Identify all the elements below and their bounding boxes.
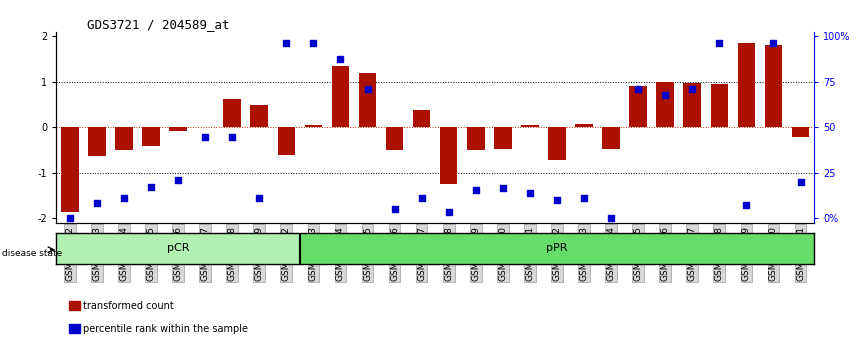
Bar — [630, 86, 647, 127]
Point — [90, 200, 104, 205]
Text: pCR: pCR — [167, 243, 190, 253]
Text: disease state: disease state — [2, 249, 62, 258]
Bar — [169, 127, 187, 131]
Point — [523, 190, 537, 196]
Point — [63, 216, 77, 221]
Point — [793, 179, 807, 185]
Bar — [385, 127, 404, 150]
Point — [685, 86, 699, 92]
Point — [117, 195, 131, 201]
Point — [333, 56, 347, 62]
Bar — [575, 124, 593, 127]
Point — [604, 216, 618, 221]
Point — [360, 86, 374, 92]
Bar — [602, 127, 620, 149]
Point — [280, 40, 294, 46]
Bar — [277, 127, 295, 155]
Bar — [250, 105, 268, 127]
Bar — [548, 127, 565, 160]
Point — [415, 195, 429, 201]
Point — [550, 198, 564, 203]
Bar — [305, 125, 322, 127]
Bar — [197, 126, 214, 127]
Text: percentile rank within the sample: percentile rank within the sample — [83, 324, 249, 333]
Point — [307, 40, 320, 46]
Bar — [656, 82, 674, 127]
Bar — [115, 127, 132, 150]
Text: transformed count: transformed count — [83, 301, 174, 310]
Point — [577, 195, 591, 201]
Bar — [440, 127, 457, 184]
Bar — [88, 127, 106, 156]
Bar — [683, 83, 701, 127]
Bar — [61, 127, 79, 212]
Point — [496, 185, 510, 190]
Bar — [142, 127, 160, 145]
Bar — [738, 43, 755, 127]
Text: GDS3721 / 204589_at: GDS3721 / 204589_at — [87, 18, 229, 31]
Point — [171, 177, 185, 183]
Point — [766, 40, 780, 46]
Bar — [494, 127, 512, 149]
Point — [713, 40, 727, 46]
Text: pPR: pPR — [546, 243, 568, 253]
Bar — [300, 233, 814, 264]
Point — [442, 209, 456, 215]
Bar — [359, 73, 377, 127]
Point — [144, 184, 158, 189]
Point — [469, 187, 482, 193]
Bar — [332, 66, 349, 127]
Bar — [467, 127, 485, 150]
Point — [198, 134, 212, 139]
Bar — [413, 110, 430, 127]
Point — [252, 195, 266, 201]
Bar — [792, 127, 810, 137]
Bar — [765, 45, 782, 127]
Point — [740, 202, 753, 208]
Bar — [521, 125, 539, 127]
Point — [631, 86, 645, 92]
Bar — [223, 99, 241, 127]
Point — [225, 135, 239, 140]
Point — [658, 92, 672, 97]
Bar — [710, 84, 728, 127]
Bar — [56, 233, 300, 264]
Point — [388, 206, 402, 212]
